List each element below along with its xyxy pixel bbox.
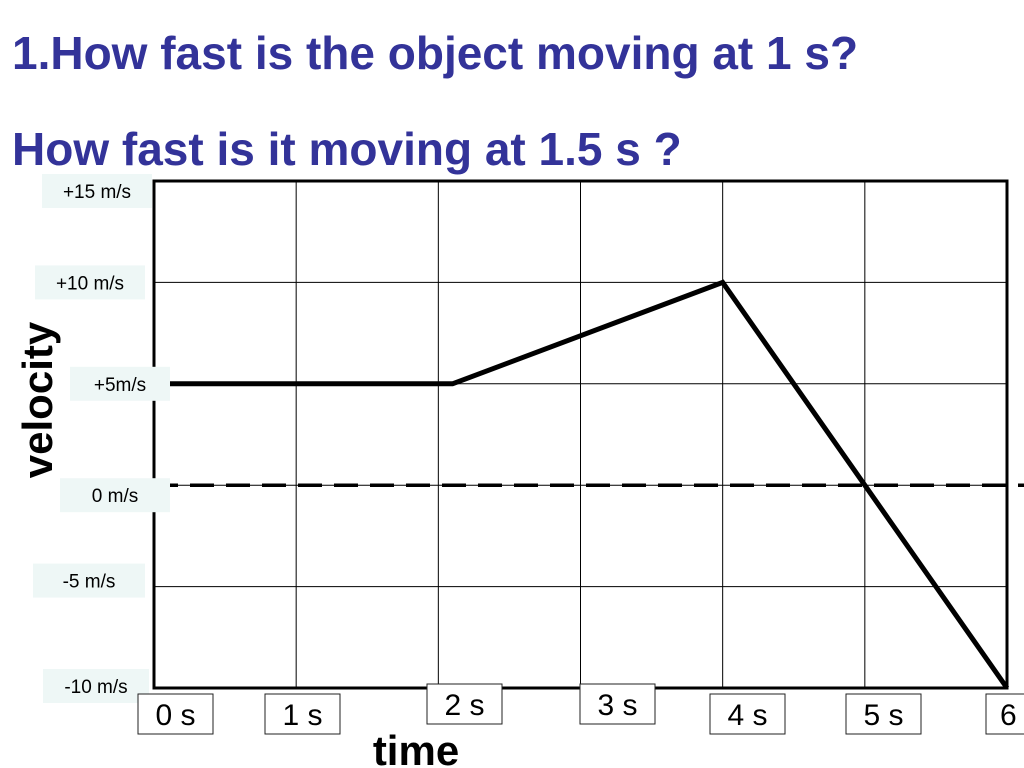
y-tick-label-0: +15 m/s — [63, 182, 131, 203]
question-1-title: 1.How fast is the object moving at 1 s? — [12, 27, 859, 79]
x-tick-label-5: 5 s — [863, 699, 903, 732]
x-tick-labels: 0 s 1 s 2 s 3 s 4 s 5 s 6 — [137, 683, 1024, 735]
y-axis-title: velocity — [14, 321, 61, 478]
series-group — [154, 279, 1010, 690]
velocity-series-line-0 — [154, 279, 1010, 690]
x-tick-label-4: 4 s — [727, 699, 767, 732]
x-tick-box-6 — [985, 693, 1024, 735]
x-tick-label-6: 6 — [1000, 699, 1017, 732]
chart-grid — [153, 180, 1008, 689]
x-tick-label-0: 0 s — [155, 699, 195, 732]
y-tick-box-0 — [42, 174, 152, 208]
x-tick-box-5 — [845, 693, 922, 735]
x-tick-box-3 — [579, 683, 656, 725]
x-tick-box-2 — [426, 683, 503, 725]
x-tick-label-3: 3 s — [597, 689, 637, 722]
y-tick-box-4 — [33, 563, 145, 598]
y-tick-box-3 — [60, 478, 170, 513]
x-tick-box-4 — [709, 693, 786, 735]
x-tick-box-1 — [264, 693, 341, 735]
x-tick-box-0 — [137, 693, 214, 735]
y-tick-labels: +15 m/s +10 m/s +5m/s 0 m/s -5 m/s -10 m/s — [33, 174, 170, 703]
y-tick-label-3: 0 m/s — [92, 486, 138, 507]
x-axis-title: time — [373, 727, 459, 768]
y-tick-box-1 — [35, 265, 145, 300]
y-tick-label-5: -10 m/s — [64, 677, 127, 698]
x-tick-label-2: 2 s — [444, 689, 484, 722]
y-tick-label-4: -5 m/s — [63, 572, 116, 593]
y-tick-box-5 — [43, 669, 149, 703]
x-tick-label-1: 1 s — [282, 699, 322, 732]
question-2-title: How fast is it moving at 1.5 s ? — [12, 123, 682, 175]
y-tick-box-2 — [70, 366, 170, 401]
y-tick-label-2: +5m/s — [94, 375, 146, 396]
y-tick-label-1: +10 m/s — [56, 273, 124, 294]
